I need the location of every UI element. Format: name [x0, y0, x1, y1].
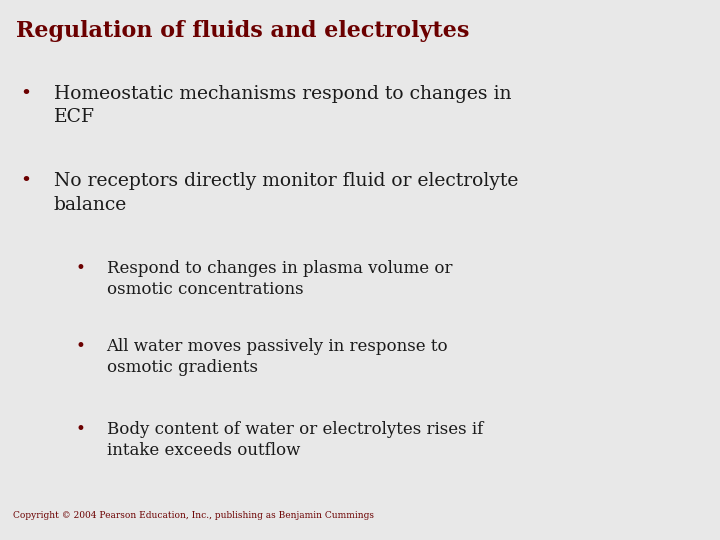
Text: •: • — [76, 339, 86, 355]
Text: Respond to changes in plasma volume or: Respond to changes in plasma volume or — [107, 260, 452, 276]
Text: No receptors directly monitor fluid or electrolyte: No receptors directly monitor fluid or e… — [54, 172, 518, 191]
Text: •: • — [20, 172, 31, 191]
Text: balance: balance — [54, 196, 127, 214]
Text: All water moves passively in response to: All water moves passively in response to — [107, 339, 448, 355]
Text: osmotic concentrations: osmotic concentrations — [107, 281, 303, 298]
Text: Regulation of fluids and electrolytes: Regulation of fluids and electrolytes — [16, 20, 469, 42]
Text: Body content of water or electrolytes rises if: Body content of water or electrolytes ri… — [107, 421, 483, 438]
Text: •: • — [20, 85, 31, 103]
Text: ECF: ECF — [54, 109, 95, 126]
Text: osmotic gradients: osmotic gradients — [107, 359, 258, 376]
Text: Homeostatic mechanisms respond to changes in: Homeostatic mechanisms respond to change… — [54, 85, 511, 103]
Text: •: • — [76, 421, 86, 438]
Text: intake exceeds outflow: intake exceeds outflow — [107, 442, 300, 459]
Text: •: • — [76, 260, 86, 276]
Text: Copyright © 2004 Pearson Education, Inc., publishing as Benjamin Cummings: Copyright © 2004 Pearson Education, Inc.… — [13, 511, 374, 520]
